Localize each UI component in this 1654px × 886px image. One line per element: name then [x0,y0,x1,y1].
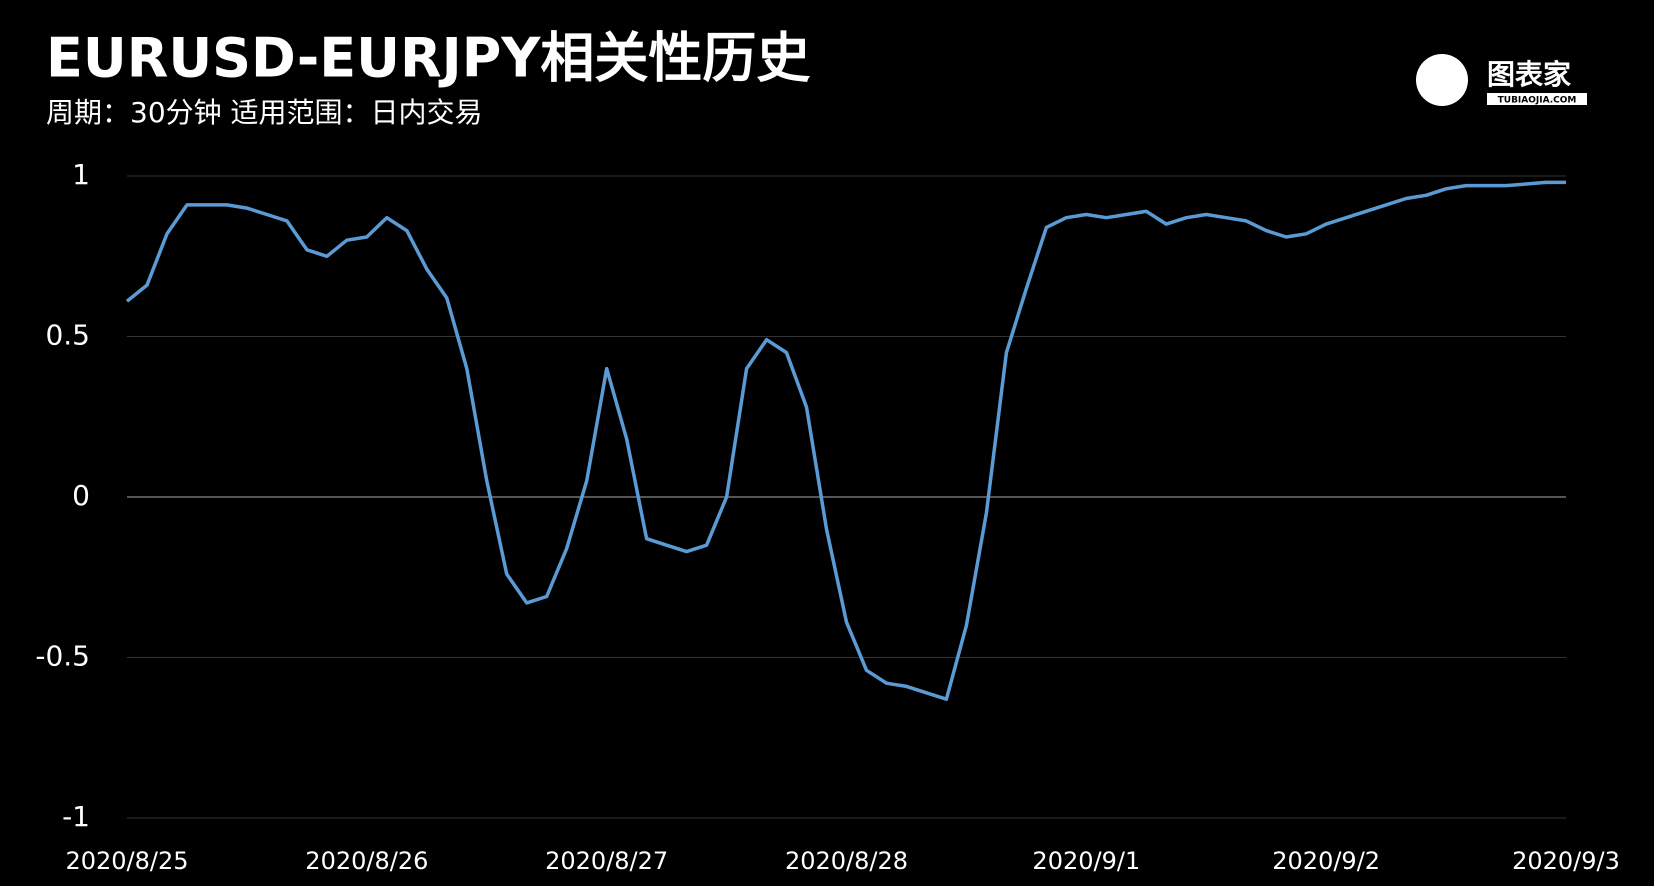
x-tick-label: 2020/9/2 [1272,847,1380,875]
x-tick-label: 2020/9/3 [1512,847,1620,875]
chart-title: EURUSD-EURJPY相关性历史 [46,27,810,90]
y-tick-label: 0 [72,479,90,512]
series-line [125,180,1566,701]
x-tick-label: 2020/8/27 [545,847,668,875]
x-tick-label: 2020/8/26 [305,847,428,875]
logo-name: 图表家 [1487,58,1571,91]
y-tick-label: 1 [72,158,90,191]
x-tick-label: 2020/8/28 [785,847,908,875]
y-tick-label: 0.5 [45,319,90,352]
x-tick-label: 2020/8/25 [65,847,188,875]
chart-subtitle: 周期：30分钟 适用范围：日内交易 [46,96,483,129]
logo-icon [1416,54,1468,106]
y-tick-label: -0.5 [35,640,90,673]
logo: 图表家 TUBIAOJIA.COM [1416,54,1587,106]
logo-bar [1487,93,1587,105]
x-tick-label: 2020/9/1 [1032,847,1140,875]
y-tick-label: -1 [62,800,90,833]
logo-site: TUBIAOJIA.COM [1498,96,1577,106]
